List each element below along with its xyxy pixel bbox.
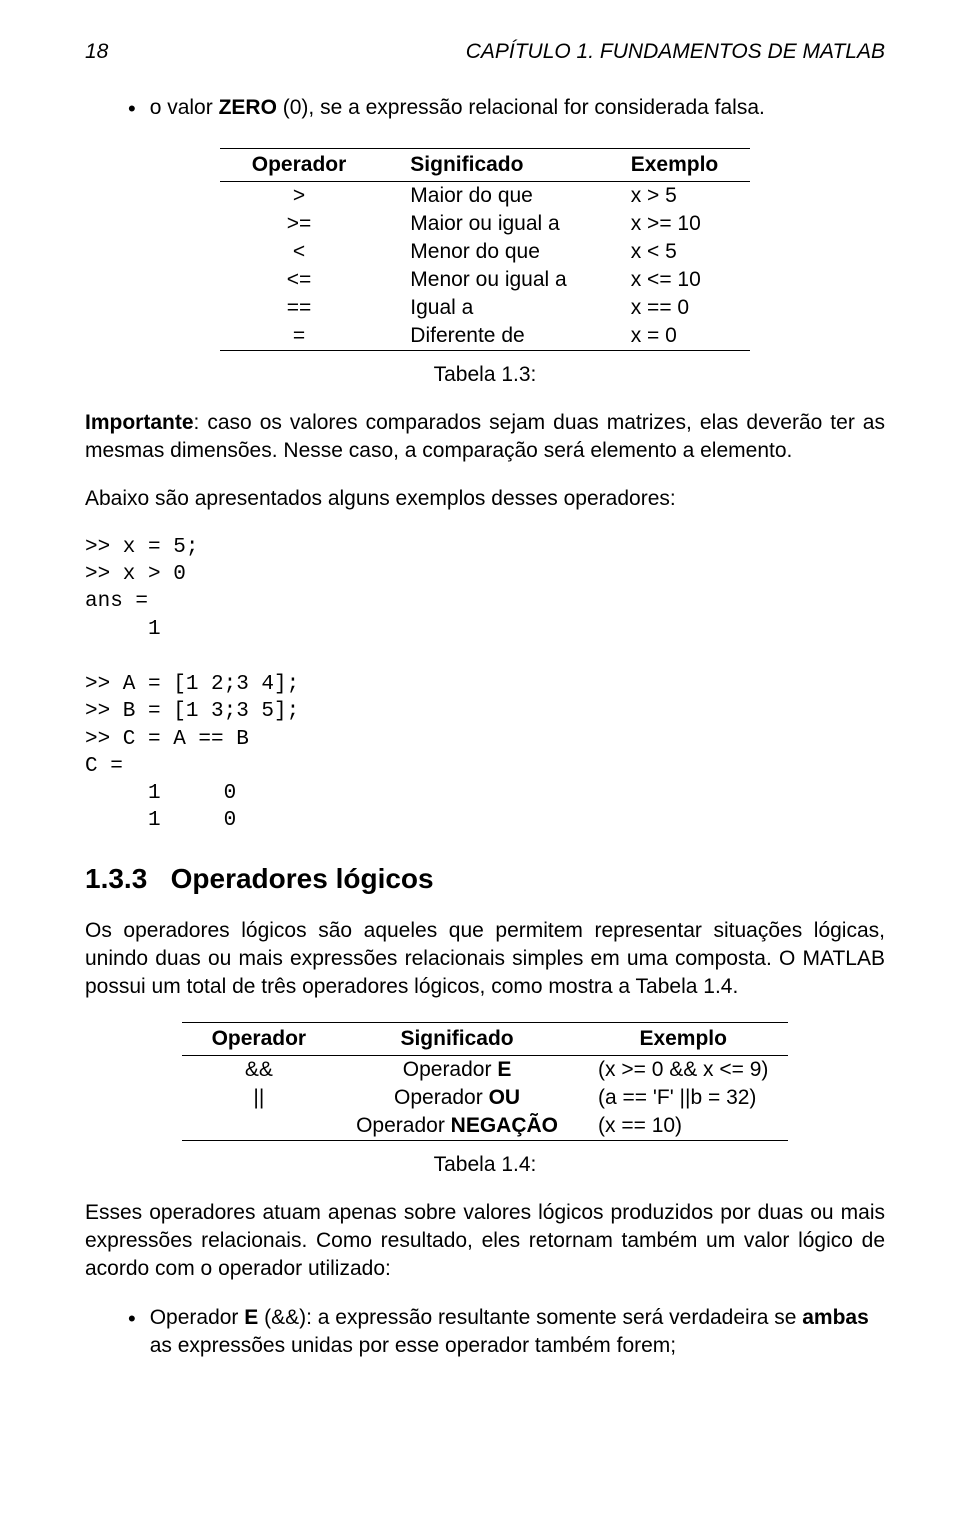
- table-cell: x = 0: [599, 322, 751, 351]
- bullet-text: Operador E (&&): a expressão resultante …: [150, 1304, 885, 1361]
- code-example-2: >> A = [1 2;3 4]; >> B = [1 3;3 5]; >> C…: [85, 671, 885, 835]
- table-cell: Diferente de: [378, 322, 598, 351]
- table-cell: Operador E: [336, 1055, 578, 1084]
- th-significado: Significado: [336, 1022, 578, 1055]
- importante-rest: : caso os valores comparados sejam duas …: [85, 411, 885, 462]
- th-operador: Operador: [182, 1022, 337, 1055]
- table-cell: Menor ou igual a: [378, 266, 598, 294]
- page-number: 18: [85, 40, 108, 64]
- table-cell: >=: [220, 210, 379, 238]
- table-cell: Maior do que: [378, 181, 598, 210]
- table-cell: ==: [220, 294, 379, 322]
- table-row: <Menor do quex < 5: [220, 238, 751, 266]
- bullet-icon: •: [128, 1304, 136, 1334]
- bullet-prefix: Operador: [150, 1306, 245, 1329]
- table-cell: Igual a: [378, 294, 598, 322]
- table-cell: <=: [220, 266, 379, 294]
- bullet-suffix: (0), se a expressão relacional for consi…: [277, 96, 765, 119]
- table-cell: &&: [182, 1055, 337, 1084]
- bullet-bold-ambas: ambas: [802, 1306, 869, 1329]
- section-number: 1.3.3: [85, 863, 147, 894]
- table-cell: Maior ou igual a: [378, 210, 598, 238]
- table1-caption: Tabela 1.3:: [85, 363, 885, 387]
- table-row: >Maior do quex > 5: [220, 181, 751, 210]
- importante-bold: Importante: [85, 411, 194, 434]
- table-header-row: Operador Significado Exemplo: [220, 148, 751, 181]
- bullet-zero: • o valor ZERO (0), se a expressão relac…: [128, 94, 885, 124]
- bullet-bold-e: E: [244, 1306, 258, 1329]
- table-cell: Menor do que: [378, 238, 598, 266]
- table-cell: ||: [182, 1084, 337, 1112]
- operators-table: Operador Significado Exemplo >Maior do q…: [220, 148, 751, 351]
- table2-caption: Tabela 1.4:: [85, 1153, 885, 1177]
- table-cell: (x >= 0 && x <= 9): [578, 1055, 788, 1084]
- table-row: ==Igual ax == 0: [220, 294, 751, 322]
- table-cell: [182, 1112, 337, 1141]
- paragraph-importante: Importante: caso os valores comparados s…: [85, 409, 885, 466]
- chapter-title: CAPÍTULO 1. FUNDAMENTOS DE MATLAB: [466, 40, 885, 64]
- bullet-mid: (&&): a expressão resultante somente ser…: [258, 1306, 802, 1329]
- bullet-text: o valor ZERO (0), se a expressão relacio…: [150, 94, 765, 122]
- table-row: <=Menor ou igual ax <= 10: [220, 266, 751, 294]
- th-significado: Significado: [378, 148, 598, 181]
- code-example-1: >> x = 5; >> x > 0 ans = 1: [85, 534, 885, 643]
- table-row: ||Operador OU(a == 'F' ||b = 32): [182, 1084, 789, 1112]
- table-cell: x <= 10: [599, 266, 751, 294]
- table-cell: =: [220, 322, 379, 351]
- table-row: Operador NEGAÇÃO(x == 10): [182, 1112, 789, 1141]
- table-cell: >: [220, 181, 379, 210]
- paragraph-logical-values: Esses operadores atuam apenas sobre valo…: [85, 1199, 885, 1284]
- th-operador: Operador: [220, 148, 379, 181]
- paragraph-examples-intro: Abaixo são apresentados alguns exemplos …: [85, 485, 885, 513]
- table-cell: (x == 10): [578, 1112, 788, 1141]
- table-cell: Operador OU: [336, 1084, 578, 1112]
- table-row: &&Operador E(x >= 0 && x <= 9): [182, 1055, 789, 1084]
- table-cell: x < 5: [599, 238, 751, 266]
- table-cell: x > 5: [599, 181, 751, 210]
- table-cell: <: [220, 238, 379, 266]
- bullet-bold: ZERO: [219, 96, 277, 119]
- table-cell: (a == 'F' ||b = 32): [578, 1084, 788, 1112]
- bullet-suffix: as expressões unidas por esse operador t…: [150, 1334, 676, 1357]
- table-header-row: Operador Significado Exemplo: [182, 1022, 789, 1055]
- bullet-prefix: o valor: [150, 96, 219, 119]
- table-cell: x == 0: [599, 294, 751, 322]
- table-row: >=Maior ou igual ax >= 10: [220, 210, 751, 238]
- table-cell: x >= 10: [599, 210, 751, 238]
- th-exemplo: Exemplo: [578, 1022, 788, 1055]
- paragraph-logical-intro: Os operadores lógicos são aqueles que pe…: [85, 917, 885, 1002]
- table-cell: Operador NEGAÇÃO: [336, 1112, 578, 1141]
- page-content: 18 CAPÍTULO 1. FUNDAMENTOS DE MATLAB • o…: [0, 0, 960, 1400]
- section-title: Operadores lógicos: [171, 863, 434, 894]
- table-row: =Diferente dex = 0: [220, 322, 751, 351]
- section-heading: 1.3.3 Operadores lógicos: [85, 863, 885, 895]
- page-header: 18 CAPÍTULO 1. FUNDAMENTOS DE MATLAB: [85, 40, 885, 64]
- bullet-operator-e: • Operador E (&&): a expressão resultant…: [128, 1304, 885, 1361]
- bullet-icon: •: [128, 94, 136, 124]
- logical-operators-table: Operador Significado Exemplo &&Operador …: [182, 1022, 789, 1141]
- th-exemplo: Exemplo: [599, 148, 751, 181]
